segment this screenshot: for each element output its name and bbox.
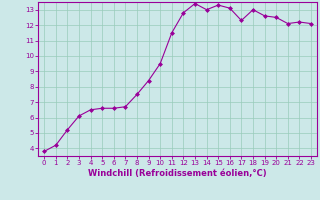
X-axis label: Windchill (Refroidissement éolien,°C): Windchill (Refroidissement éolien,°C)	[88, 169, 267, 178]
